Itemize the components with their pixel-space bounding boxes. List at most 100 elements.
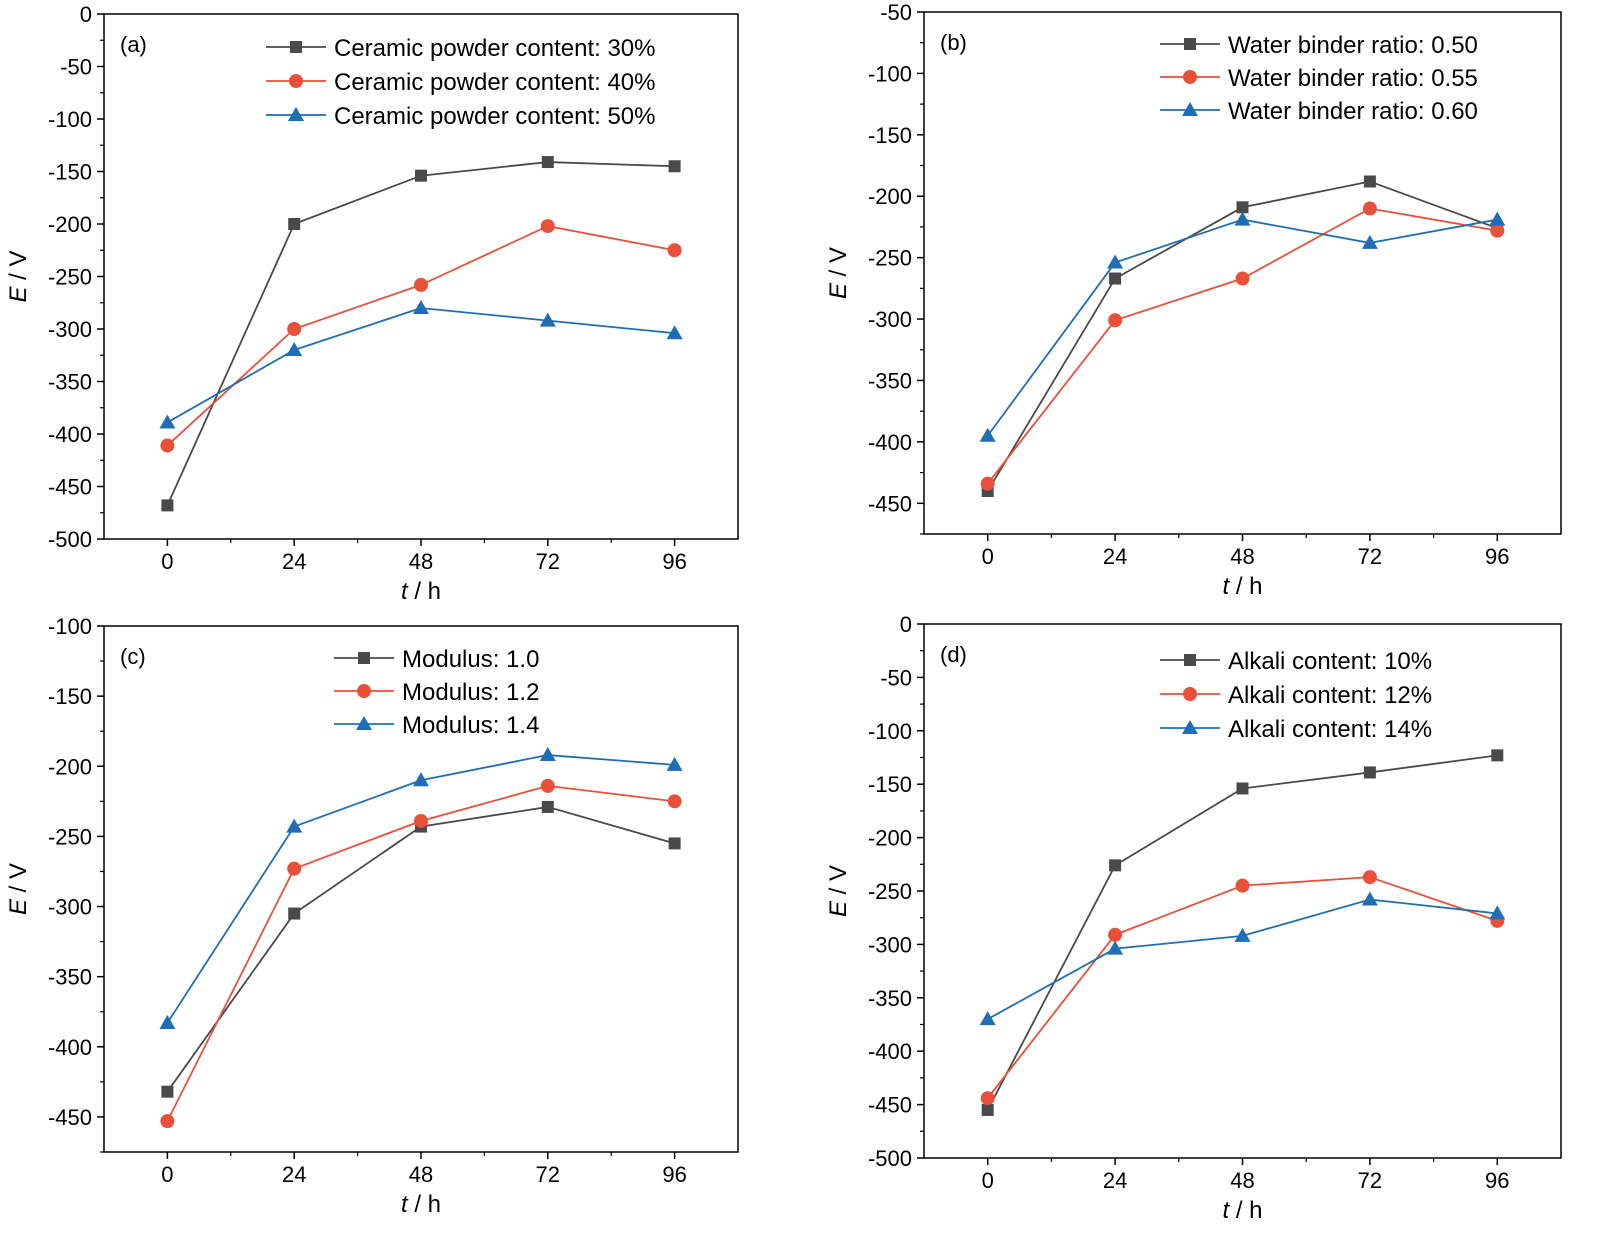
x-tick-label: 0 bbox=[161, 1162, 173, 1187]
data-point bbox=[1491, 749, 1504, 762]
y-axis-title: E / V bbox=[5, 863, 32, 915]
data-point bbox=[1109, 859, 1122, 872]
x-tick-label: 72 bbox=[1358, 1168, 1382, 1193]
x-axis-title: t / h bbox=[1222, 1197, 1262, 1224]
data-point bbox=[287, 322, 302, 336]
y-tick-label: -350 bbox=[48, 965, 92, 990]
y-tick-label: -200 bbox=[48, 212, 92, 237]
series-line-1 bbox=[986, 180, 1498, 492]
data-point bbox=[1363, 175, 1376, 188]
data-point bbox=[540, 219, 555, 234]
legend: Modulus: 1.0 Modulus: 1.2 Modulus: 1.4 bbox=[334, 646, 539, 739]
data-point bbox=[666, 325, 683, 340]
data-point bbox=[160, 1114, 175, 1129]
y-tick-label: -100 bbox=[868, 719, 912, 744]
y-tick-label: -450 bbox=[868, 1093, 912, 1118]
data-point bbox=[1236, 782, 1249, 795]
data-point bbox=[413, 772, 429, 787]
data-point bbox=[980, 476, 995, 491]
legend-marker bbox=[289, 74, 303, 88]
x-tick-label: 24 bbox=[1103, 544, 1127, 569]
data-point bbox=[1489, 905, 1506, 920]
y-tick-label: -250 bbox=[48, 824, 92, 849]
x-tick-label: 96 bbox=[1485, 1168, 1509, 1193]
data-point bbox=[161, 1085, 174, 1098]
data-point bbox=[980, 1091, 995, 1106]
data-point bbox=[161, 499, 174, 512]
data-point bbox=[539, 747, 556, 762]
legend-marker bbox=[357, 684, 371, 698]
data-point bbox=[667, 794, 682, 809]
data-point bbox=[1363, 766, 1376, 779]
legend-entry: Ceramic powder content: 30% bbox=[334, 35, 656, 62]
y-tick-label: -100 bbox=[48, 614, 92, 639]
data-point bbox=[668, 837, 681, 850]
y-tick-label: -400 bbox=[48, 1035, 92, 1060]
series-line-2 bbox=[986, 207, 1498, 485]
data-point bbox=[541, 800, 554, 813]
legend-entry: Alkali content: 10% bbox=[1228, 648, 1432, 675]
data-point bbox=[159, 414, 176, 429]
data-point bbox=[1361, 891, 1378, 906]
data-point bbox=[1234, 211, 1251, 226]
data-point bbox=[1107, 254, 1124, 269]
x-axis-title: t / h bbox=[401, 1191, 441, 1218]
y-tick-label: -100 bbox=[868, 61, 912, 86]
data-point bbox=[1107, 940, 1124, 955]
legend-marker bbox=[1182, 720, 1198, 734]
legend-marker bbox=[288, 107, 304, 121]
y-tick-label: -250 bbox=[48, 265, 92, 290]
legend: Ceramic powder content: 30% Ceramic powde… bbox=[266, 35, 656, 130]
chart-panel-b: -50 -100 -150 -200 -250 -300 -350 -400 -450 0 24 48… bbox=[825, 0, 1562, 600]
data-point bbox=[1108, 313, 1123, 328]
legend-marker bbox=[1184, 38, 1196, 50]
data-point bbox=[981, 1103, 994, 1116]
data-point bbox=[1234, 927, 1251, 942]
data-point bbox=[1362, 201, 1377, 216]
y-tick-label: -450 bbox=[48, 1105, 92, 1130]
chart-panel-a: 0 -50 -100 -150 -200 -250 -300 -350 -400 -450 -500… bbox=[5, 2, 739, 605]
y-tick-label: -50 bbox=[880, 665, 912, 690]
legend-entry: Modulus: 1.4 bbox=[402, 712, 539, 739]
x-tick-label: 96 bbox=[1485, 544, 1509, 569]
series-line-1 bbox=[166, 806, 675, 1093]
data-point bbox=[288, 218, 301, 230]
data-point bbox=[1489, 211, 1506, 226]
data-point bbox=[979, 1011, 996, 1026]
legend-entry: Water binder ratio: 0.55 bbox=[1228, 65, 1478, 92]
panel-label: (a) bbox=[120, 32, 147, 57]
data-point bbox=[668, 160, 681, 173]
y-tick-label: -500 bbox=[868, 1146, 912, 1171]
y-tick-label: -50 bbox=[880, 0, 912, 25]
x-axis-title: t / h bbox=[401, 578, 441, 605]
y-tick-label: -150 bbox=[48, 684, 92, 709]
y-tick-label: 0 bbox=[80, 2, 92, 27]
data-point bbox=[979, 427, 996, 442]
x-tick-label: 0 bbox=[982, 544, 994, 569]
legend-entry: Modulus: 1.0 bbox=[402, 646, 539, 673]
data-point bbox=[415, 169, 427, 182]
y-axis-title: E / V bbox=[825, 865, 852, 917]
x-tick-label: 48 bbox=[409, 1162, 433, 1187]
series-line-3 bbox=[166, 307, 675, 424]
data-point bbox=[159, 1014, 176, 1029]
legend-marker bbox=[1184, 654, 1196, 666]
legend-entry: Ceramic powder content: 40% bbox=[334, 69, 656, 96]
x-tick-label: 24 bbox=[282, 549, 306, 574]
data-point bbox=[541, 156, 554, 169]
series-line-3 bbox=[986, 218, 1498, 437]
data-point bbox=[1235, 878, 1250, 893]
legend: Alkali content: 10% Alkali content: 12% Al… bbox=[1160, 648, 1432, 743]
data-point bbox=[1108, 927, 1123, 942]
data-point bbox=[539, 312, 556, 327]
y-axis-title: E / V bbox=[5, 250, 32, 302]
x-tick-label: 96 bbox=[662, 1162, 686, 1187]
y-tick-label: -150 bbox=[48, 160, 92, 185]
legend-marker bbox=[358, 652, 370, 664]
y-tick-label: -200 bbox=[868, 184, 912, 209]
data-point bbox=[667, 243, 682, 258]
x-tick-label: 72 bbox=[1358, 544, 1382, 569]
data-point bbox=[414, 813, 428, 828]
chart-panel-c: -100 -150 -200 -250 -300 -350 -400 -450 0 24 48 72 9… bbox=[5, 614, 739, 1218]
